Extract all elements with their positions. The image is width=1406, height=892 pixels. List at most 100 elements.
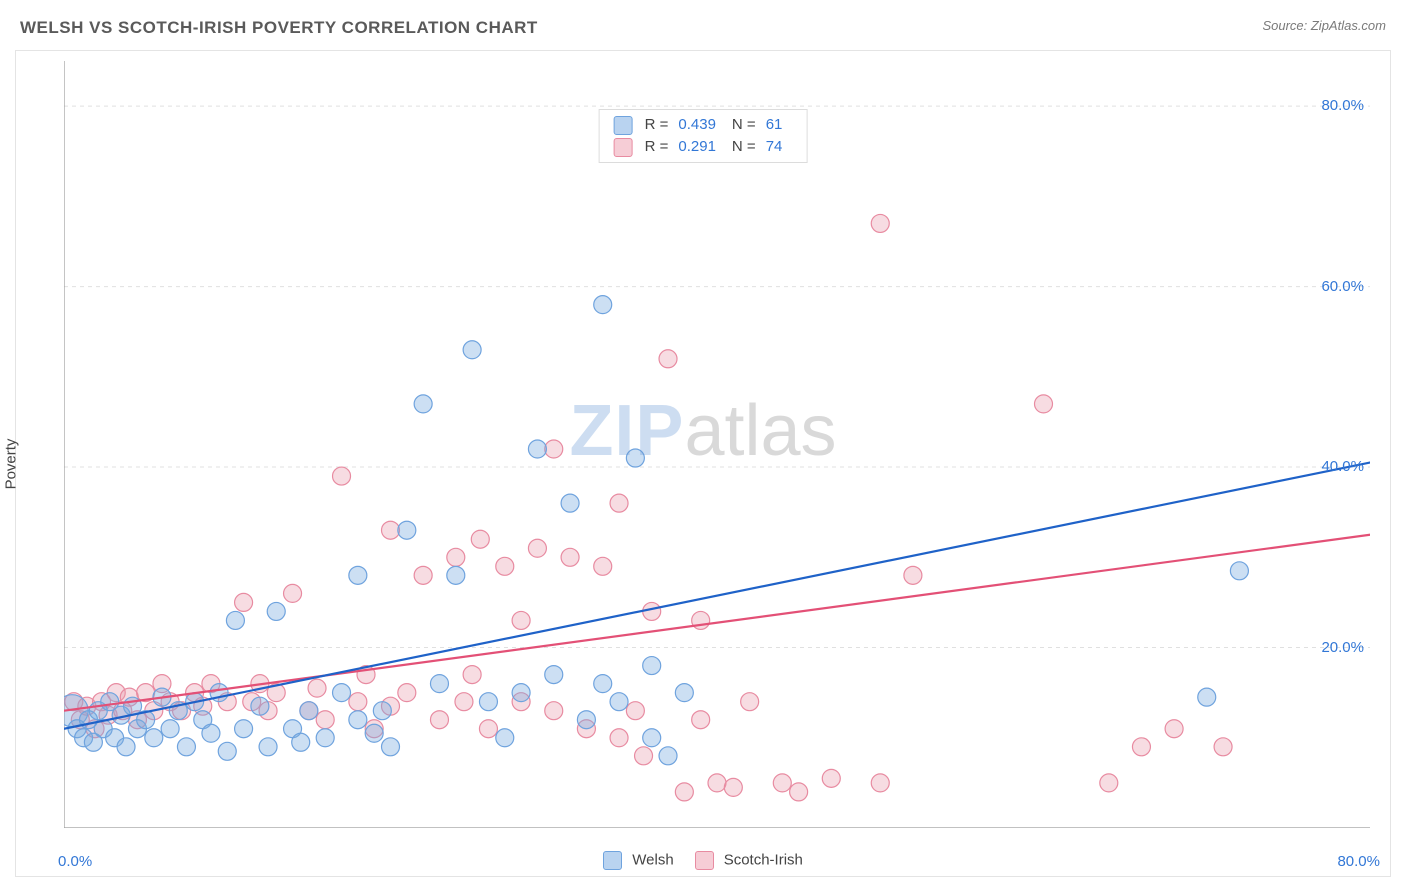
point-welsh [218, 742, 236, 760]
point-welsh [512, 684, 530, 702]
point-welsh [675, 684, 693, 702]
point-scotch-irish [871, 214, 889, 232]
point-welsh [259, 738, 277, 756]
point-scotch-irish [741, 693, 759, 711]
point-scotch-irish [692, 711, 710, 729]
point-scotch-irish [724, 778, 742, 796]
point-welsh [561, 494, 579, 512]
point-scotch-irish [594, 557, 612, 575]
point-welsh [594, 296, 612, 314]
stats-row-scotch-irish: R = 0.291 N = 74 [614, 136, 793, 158]
point-welsh [430, 675, 448, 693]
point-scotch-irish [455, 693, 473, 711]
y-tick-label: 40.0% [1321, 458, 1364, 475]
point-scotch-irish [610, 729, 628, 747]
point-scotch-irish [659, 350, 677, 368]
point-scotch-irish [463, 666, 481, 684]
point-scotch-irish [635, 747, 653, 765]
r-value-scotch-irish: 0.291 [678, 136, 716, 158]
point-welsh [1198, 688, 1216, 706]
point-scotch-irish [284, 584, 302, 602]
chart-container: Poverty R = 0.439 N = 61 R = 0.291 N = 7… [15, 50, 1391, 877]
legend-label-welsh: Welsh [632, 851, 673, 868]
point-welsh [349, 566, 367, 584]
point-scotch-irish [349, 693, 367, 711]
point-scotch-irish [904, 566, 922, 584]
r-value-welsh: 0.439 [678, 114, 716, 136]
point-welsh [545, 666, 563, 684]
point-scotch-irish [235, 593, 253, 611]
r-label: R = [645, 114, 669, 136]
y-tick-label: 80.0% [1321, 97, 1364, 114]
n-value-scotch-irish: 74 [766, 136, 783, 158]
point-scotch-irish [471, 530, 489, 548]
r-label: R = [645, 136, 669, 158]
point-scotch-irish [528, 539, 546, 557]
n-label: N = [732, 136, 756, 158]
point-scotch-irish [675, 783, 693, 801]
point-welsh [414, 395, 432, 413]
point-welsh [528, 440, 546, 458]
point-scotch-irish [308, 679, 326, 697]
point-scotch-irish [479, 720, 497, 738]
point-scotch-irish [708, 774, 726, 792]
point-welsh [161, 720, 179, 738]
point-scotch-irish [512, 611, 530, 629]
point-welsh [1230, 562, 1248, 580]
stats-legend: R = 0.439 N = 61 R = 0.291 N = 74 [599, 109, 808, 163]
trendline-scotch-irish [64, 535, 1370, 711]
swatch-scotch-irish-icon [695, 851, 714, 870]
point-welsh [177, 738, 195, 756]
point-scotch-irish [1100, 774, 1118, 792]
point-scotch-irish [561, 548, 579, 566]
source-prefix: Source: [1262, 18, 1310, 33]
point-scotch-irish [382, 521, 400, 539]
chart-title: WELSH VS SCOTCH-IRISH POVERTY CORRELATIO… [20, 18, 538, 37]
point-welsh [643, 729, 661, 747]
point-welsh [292, 733, 310, 751]
point-welsh [267, 602, 285, 620]
point-scotch-irish [610, 494, 628, 512]
point-welsh [463, 341, 481, 359]
point-welsh [594, 675, 612, 693]
point-scotch-irish [447, 548, 465, 566]
source-attribution: Source: ZipAtlas.com [1262, 18, 1386, 33]
point-welsh [496, 729, 514, 747]
source-link[interactable]: ZipAtlas.com [1311, 18, 1386, 33]
point-scotch-irish [430, 711, 448, 729]
point-welsh [145, 729, 163, 747]
point-scotch-irish [496, 557, 514, 575]
point-welsh [382, 738, 400, 756]
point-welsh [626, 449, 644, 467]
point-welsh [251, 697, 269, 715]
point-scotch-irish [1035, 395, 1053, 413]
point-welsh [300, 702, 318, 720]
point-scotch-irish [643, 602, 661, 620]
point-scotch-irish [316, 711, 334, 729]
swatch-welsh-icon [603, 851, 622, 870]
bottom-legend: Welsh Scotch-Irish [16, 851, 1390, 870]
point-scotch-irish [871, 774, 889, 792]
point-welsh [316, 729, 334, 747]
point-scotch-irish [414, 566, 432, 584]
point-scotch-irish [398, 684, 416, 702]
point-welsh [235, 720, 253, 738]
y-tick-label: 20.0% [1321, 639, 1364, 656]
plot-svg [64, 61, 1370, 828]
point-welsh [447, 566, 465, 584]
point-scotch-irish [545, 702, 563, 720]
point-welsh [349, 711, 367, 729]
swatch-scotch-irish-icon [614, 138, 633, 157]
point-welsh [226, 611, 244, 629]
swatch-welsh-icon [614, 116, 633, 135]
legend-label-scotch-irish: Scotch-Irish [724, 851, 803, 868]
stats-row-welsh: R = 0.439 N = 61 [614, 114, 793, 136]
point-scotch-irish [773, 774, 791, 792]
y-tick-label: 60.0% [1321, 278, 1364, 295]
point-welsh [659, 747, 677, 765]
point-scotch-irish [822, 769, 840, 787]
point-scotch-irish [1165, 720, 1183, 738]
point-welsh [610, 693, 628, 711]
point-welsh [117, 738, 135, 756]
point-welsh [373, 702, 391, 720]
